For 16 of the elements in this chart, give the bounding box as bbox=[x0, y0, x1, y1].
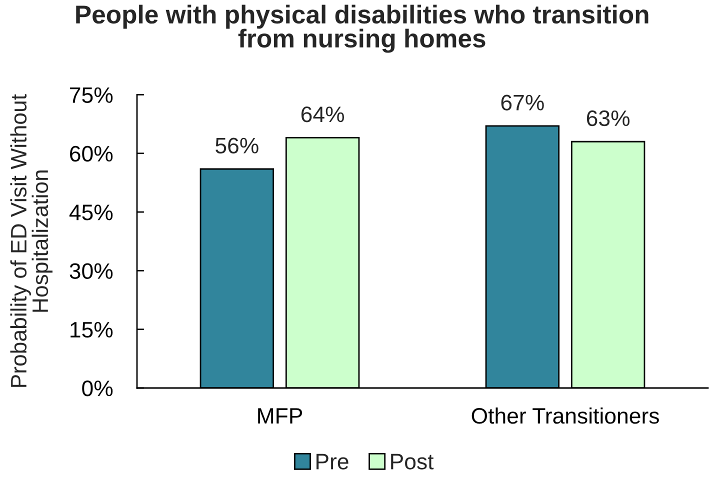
data-label: 56% bbox=[216, 138, 258, 154]
x-tick-label: Other Transitioners bbox=[472, 407, 659, 424]
legend-label: Pre bbox=[316, 454, 348, 470]
y-tick-label: 45% bbox=[69, 204, 113, 220]
y-tick-label: 15% bbox=[70, 322, 113, 338]
data-label: 64% bbox=[301, 106, 344, 122]
y-tick-label: 75% bbox=[70, 87, 113, 103]
y-axis-title: Probability of ED Visit Without Hospitalization bbox=[10, 94, 52, 387]
legend-label: Post bbox=[391, 454, 434, 470]
data-label: 67% bbox=[501, 94, 544, 110]
chart-title: People with physical disabilities who transition from nursing homes bbox=[76, 4, 648, 53]
y-tick-label: 0% bbox=[82, 380, 113, 396]
x-tick-label: MFP bbox=[258, 408, 302, 424]
y-tick-label: 30% bbox=[70, 263, 113, 279]
y-tick-label: 60% bbox=[70, 146, 113, 162]
data-label: 63% bbox=[586, 110, 630, 126]
